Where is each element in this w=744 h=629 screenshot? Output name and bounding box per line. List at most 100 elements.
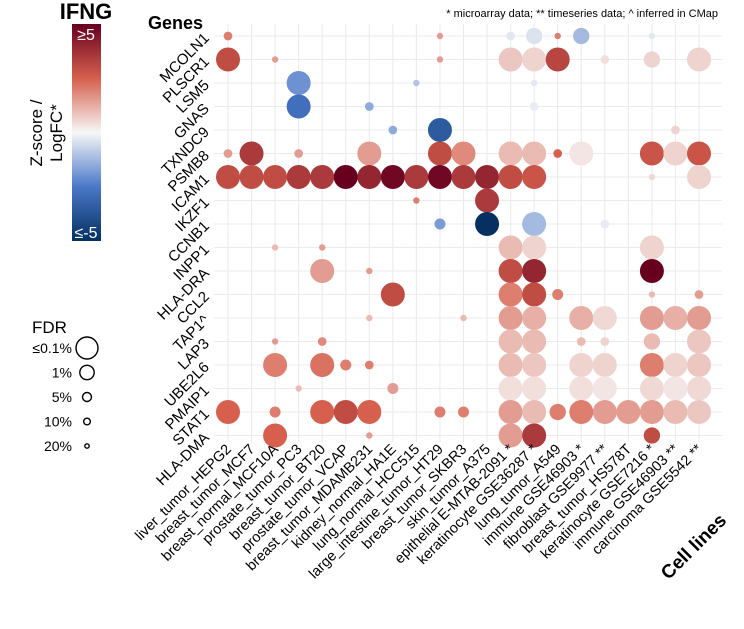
size-legend-label: 5% — [52, 389, 72, 405]
data-point — [357, 141, 382, 166]
data-point — [434, 218, 446, 230]
data-point — [434, 406, 446, 418]
data-point — [310, 353, 335, 377]
data-point — [522, 423, 547, 448]
data-point — [648, 32, 656, 40]
data-point — [663, 141, 688, 166]
data-point — [286, 94, 311, 119]
data-point — [592, 400, 617, 424]
data-point — [687, 376, 711, 401]
data-point — [317, 337, 327, 346]
data-point — [616, 400, 641, 424]
plot-points — [216, 27, 711, 448]
data-point — [498, 141, 523, 166]
data-point — [522, 165, 547, 189]
data-point — [530, 79, 538, 87]
data-point — [223, 31, 233, 41]
size-legend-circle — [84, 443, 90, 449]
data-point — [413, 79, 420, 87]
data-point — [687, 141, 711, 166]
size-legend-label: ≤0.1% — [32, 340, 72, 356]
data-point — [643, 51, 661, 68]
data-point — [525, 27, 543, 45]
data-point — [498, 47, 523, 72]
data-point — [388, 125, 398, 135]
data-point — [223, 149, 233, 158]
size-legend-circle — [79, 364, 95, 381]
data-point — [216, 47, 240, 72]
color-legend-title-line1: Z-score / — [27, 99, 46, 166]
data-point — [427, 141, 452, 166]
size-legend: ≤0.1% 1% 5% 10% 20% — [32, 336, 99, 454]
data-point — [498, 259, 523, 283]
data-point — [522, 282, 547, 307]
data-point — [357, 400, 382, 424]
data-point — [694, 290, 704, 299]
data-point — [413, 197, 420, 204]
data-point — [687, 47, 711, 72]
data-point — [310, 259, 335, 283]
data-point — [498, 165, 523, 189]
data-point — [522, 259, 547, 283]
data-point — [522, 376, 547, 401]
data-point — [263, 165, 288, 189]
data-point — [639, 235, 664, 260]
data-point — [357, 165, 382, 189]
data-point — [340, 359, 352, 371]
size-legend-circle — [75, 336, 99, 360]
size-legend-label: 10% — [44, 414, 72, 430]
data-point — [639, 400, 664, 424]
x-axis-title: Cell lines — [657, 510, 731, 584]
data-point — [333, 165, 358, 189]
color-legend-title-line2: LogFC* — [47, 104, 66, 162]
data-point — [498, 353, 523, 377]
size-legend-circle — [82, 417, 92, 426]
gene-axis-labels: MCOLN1PLSCR1LSM5GNASTXNDC9PSMB8ICAM1IKZF… — [153, 30, 213, 489]
data-point — [263, 353, 288, 377]
data-point — [366, 432, 373, 439]
data-point — [549, 403, 566, 421]
data-point — [451, 141, 476, 166]
data-point — [522, 235, 547, 260]
data-point — [592, 353, 617, 377]
data-point — [333, 400, 358, 424]
data-point — [271, 338, 279, 345]
panel-title: Genes — [148, 13, 203, 33]
data-point — [663, 376, 688, 401]
data-point — [460, 314, 467, 322]
data-point — [295, 385, 302, 392]
data-point — [216, 165, 240, 189]
data-point — [404, 165, 429, 189]
data-point — [271, 56, 279, 63]
data-point — [506, 31, 515, 41]
color-scale-min-label: ≤-5 — [74, 225, 97, 242]
data-point — [286, 165, 311, 189]
data-point — [663, 353, 688, 377]
data-point — [498, 235, 523, 260]
data-point — [553, 149, 563, 158]
data-point — [427, 118, 452, 142]
data-point — [269, 406, 281, 418]
data-point — [475, 212, 500, 236]
data-point — [458, 406, 469, 418]
data-point — [648, 291, 656, 298]
data-point — [600, 337, 610, 346]
data-point — [600, 219, 610, 229]
data-point — [569, 353, 594, 377]
data-point — [600, 55, 610, 64]
data-point — [569, 141, 594, 166]
data-point — [522, 141, 547, 166]
data-point — [498, 282, 523, 307]
data-point — [522, 353, 547, 377]
size-legend-label: 20% — [44, 438, 72, 454]
data-point — [592, 306, 617, 330]
data-point — [687, 353, 711, 377]
data-point — [310, 165, 335, 189]
data-point — [639, 141, 664, 166]
data-point — [576, 337, 586, 346]
data-point — [643, 333, 661, 350]
cell-line-axis-labels: liver_tumor_HEPG2breast_tumor_MCF7breast… — [132, 441, 706, 582]
data-point — [663, 306, 688, 330]
data-point — [216, 400, 240, 424]
data-point — [639, 259, 664, 283]
